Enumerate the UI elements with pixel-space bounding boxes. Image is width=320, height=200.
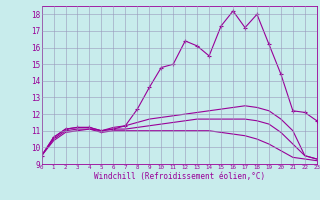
- X-axis label: Windchill (Refroidissement éolien,°C): Windchill (Refroidissement éolien,°C): [94, 172, 265, 181]
